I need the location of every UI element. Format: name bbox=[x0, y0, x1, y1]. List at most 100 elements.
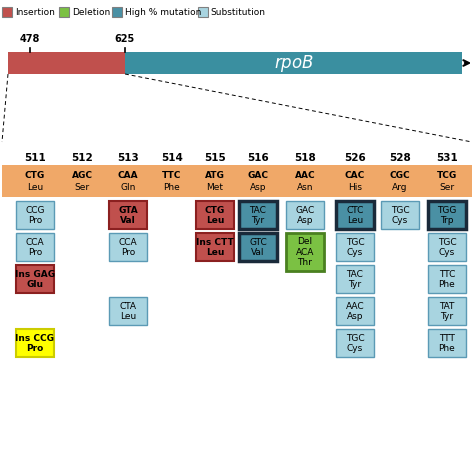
FancyBboxPatch shape bbox=[196, 233, 234, 261]
Text: TGC: TGC bbox=[346, 334, 365, 343]
Text: Ser: Ser bbox=[74, 182, 90, 191]
FancyBboxPatch shape bbox=[16, 233, 54, 261]
Text: CAA: CAA bbox=[118, 171, 138, 180]
FancyBboxPatch shape bbox=[8, 52, 125, 74]
Text: TAC: TAC bbox=[346, 270, 364, 279]
FancyBboxPatch shape bbox=[109, 297, 147, 325]
FancyBboxPatch shape bbox=[111, 7, 122, 17]
Text: 513: 513 bbox=[117, 153, 139, 163]
FancyBboxPatch shape bbox=[59, 7, 69, 17]
Text: GAC: GAC bbox=[247, 171, 268, 180]
Text: 526: 526 bbox=[344, 153, 366, 163]
Text: CTG: CTG bbox=[25, 171, 45, 180]
Text: 528: 528 bbox=[389, 153, 411, 163]
Text: CTG: CTG bbox=[205, 206, 225, 215]
Text: Tyr: Tyr bbox=[348, 280, 362, 289]
FancyBboxPatch shape bbox=[428, 233, 466, 261]
FancyBboxPatch shape bbox=[286, 233, 324, 271]
Text: Asp: Asp bbox=[297, 216, 313, 225]
Text: $\it{rpoB}$: $\it{rpoB}$ bbox=[273, 53, 313, 73]
FancyBboxPatch shape bbox=[428, 201, 466, 229]
Text: 512: 512 bbox=[71, 153, 93, 163]
Text: Insertion: Insertion bbox=[15, 8, 55, 17]
FancyBboxPatch shape bbox=[16, 201, 54, 229]
Text: TTC: TTC bbox=[439, 270, 455, 279]
Text: TGC: TGC bbox=[438, 238, 456, 247]
Text: 515: 515 bbox=[204, 153, 226, 163]
Text: AAC: AAC bbox=[295, 171, 315, 180]
Text: TGC: TGC bbox=[346, 238, 365, 247]
Text: Ser: Ser bbox=[439, 182, 455, 191]
FancyBboxPatch shape bbox=[428, 329, 466, 357]
Text: Asn: Asn bbox=[297, 182, 313, 191]
Text: ATG: ATG bbox=[205, 171, 225, 180]
Text: TTT: TTT bbox=[439, 334, 455, 343]
Text: Val: Val bbox=[120, 216, 136, 225]
Text: Asp: Asp bbox=[347, 312, 363, 321]
FancyBboxPatch shape bbox=[196, 201, 234, 229]
FancyBboxPatch shape bbox=[109, 233, 147, 261]
Text: Tyr: Tyr bbox=[251, 216, 264, 225]
Text: AGC: AGC bbox=[72, 171, 92, 180]
FancyBboxPatch shape bbox=[381, 201, 419, 229]
Text: TGG: TGG bbox=[438, 206, 456, 215]
Text: Glu: Glu bbox=[27, 280, 44, 289]
Text: Cys: Cys bbox=[392, 216, 408, 225]
Text: CGC: CGC bbox=[390, 171, 410, 180]
Text: Thr: Thr bbox=[298, 258, 312, 267]
Text: AAC: AAC bbox=[346, 302, 365, 311]
Text: Ins CTT: Ins CTT bbox=[196, 238, 234, 247]
Text: Pro: Pro bbox=[27, 344, 44, 353]
Text: 518: 518 bbox=[294, 153, 316, 163]
Text: CCA: CCA bbox=[26, 238, 44, 247]
Text: CCG: CCG bbox=[25, 206, 45, 215]
Text: Pro: Pro bbox=[28, 216, 42, 225]
FancyBboxPatch shape bbox=[109, 201, 147, 229]
Text: Cys: Cys bbox=[439, 248, 455, 257]
Text: CCA: CCA bbox=[118, 238, 137, 247]
Text: Leu: Leu bbox=[120, 312, 136, 321]
FancyBboxPatch shape bbox=[336, 201, 374, 229]
Text: CAC: CAC bbox=[345, 171, 365, 180]
Text: Phe: Phe bbox=[164, 182, 181, 191]
FancyBboxPatch shape bbox=[16, 329, 54, 357]
FancyBboxPatch shape bbox=[239, 201, 277, 229]
Text: 514: 514 bbox=[161, 153, 183, 163]
Text: 625: 625 bbox=[115, 34, 135, 44]
Text: Leu: Leu bbox=[206, 216, 224, 225]
Text: CTC: CTC bbox=[346, 206, 364, 215]
Text: TAC: TAC bbox=[250, 206, 266, 215]
Text: His: His bbox=[348, 182, 362, 191]
Text: Leu: Leu bbox=[347, 216, 363, 225]
Text: TTC: TTC bbox=[162, 171, 182, 180]
Text: Arg: Arg bbox=[392, 182, 408, 191]
FancyBboxPatch shape bbox=[286, 201, 324, 229]
Text: Gln: Gln bbox=[120, 182, 136, 191]
Text: Del: Del bbox=[298, 237, 312, 246]
Text: ACA: ACA bbox=[296, 247, 314, 256]
Text: Cys: Cys bbox=[347, 344, 363, 353]
Text: Tyr: Tyr bbox=[440, 312, 454, 321]
FancyBboxPatch shape bbox=[198, 7, 208, 17]
FancyBboxPatch shape bbox=[8, 52, 462, 74]
Text: TAT: TAT bbox=[439, 302, 455, 311]
FancyBboxPatch shape bbox=[428, 265, 466, 293]
FancyBboxPatch shape bbox=[336, 329, 374, 357]
Text: Ins CCG: Ins CCG bbox=[16, 334, 55, 343]
Text: CTA: CTA bbox=[119, 302, 137, 311]
Text: Met: Met bbox=[207, 182, 224, 191]
Text: High % mutation: High % mutation bbox=[125, 8, 201, 17]
FancyBboxPatch shape bbox=[336, 265, 374, 293]
Text: Ins GAG: Ins GAG bbox=[15, 270, 55, 279]
Text: 511: 511 bbox=[24, 153, 46, 163]
Text: Phe: Phe bbox=[438, 280, 456, 289]
Text: 516: 516 bbox=[247, 153, 269, 163]
Text: Phe: Phe bbox=[438, 344, 456, 353]
FancyBboxPatch shape bbox=[16, 265, 54, 293]
Text: Cys: Cys bbox=[347, 248, 363, 257]
Text: Val: Val bbox=[251, 248, 265, 257]
Text: Substitution: Substitution bbox=[210, 8, 265, 17]
Text: 478: 478 bbox=[20, 34, 40, 44]
Text: Pro: Pro bbox=[28, 248, 42, 257]
Text: GTC: GTC bbox=[249, 238, 267, 247]
